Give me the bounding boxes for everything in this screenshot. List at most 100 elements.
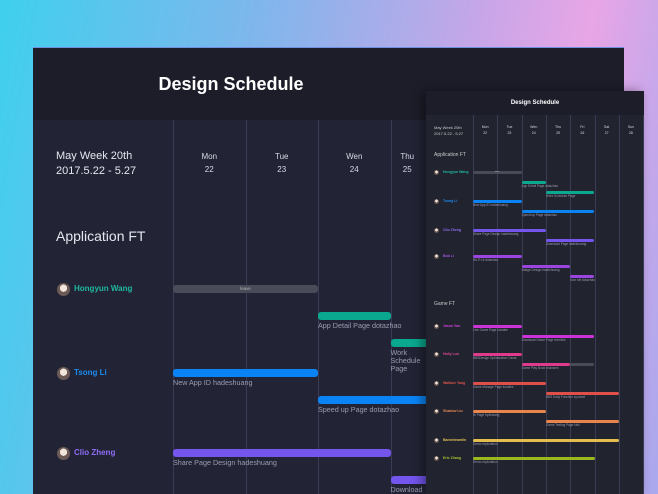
task-bar[interactable] — [545, 190, 595, 194]
day-divider — [318, 120, 319, 494]
avatar — [434, 437, 439, 443]
day-name: Mon — [201, 152, 218, 161]
task-label: App Detail Page dotazhao — [521, 183, 559, 188]
group-title: Application FT — [56, 228, 146, 244]
avatar — [434, 408, 439, 414]
day-number: 25 — [402, 164, 412, 174]
day-header: Fri 26 — [570, 125, 594, 136]
overview-schedule-panel: Design Schedule May Week 20th 2017.5.22 … — [426, 91, 644, 494]
day-divider — [390, 120, 392, 494]
task-bar[interactable] — [173, 369, 318, 377]
person-name[interactable]: Jason Yao — [443, 323, 461, 328]
task-bar[interactable] — [473, 352, 522, 356]
task-bar[interactable] — [473, 438, 619, 442]
day-header: Wen 24 — [318, 151, 391, 177]
task-bar[interactable] — [473, 228, 546, 232]
day-header: Mon 22 — [173, 151, 246, 177]
task-bar[interactable] — [521, 264, 571, 268]
day-number: 26 — [580, 130, 585, 135]
week-range: 2017.5.22 - 5.27 — [56, 165, 137, 177]
day-name: Thu — [555, 125, 562, 129]
task-label: Icon set dotazhao — [570, 277, 595, 282]
person-name[interactable]: Tsong Li — [443, 198, 458, 203]
task-bar[interactable] — [473, 456, 595, 460]
day-header: Mon 22 — [473, 125, 497, 136]
task-bar[interactable]: leave — [473, 170, 522, 174]
day-name: Fri — [580, 125, 585, 129]
task-bar[interactable] — [570, 362, 595, 366]
task-label: BBS Daily Function zyunwei — [545, 394, 586, 399]
person-name[interactable]: Bob Li — [443, 253, 454, 258]
day-header: Sat 27 — [595, 125, 619, 136]
task-bar[interactable] — [521, 180, 546, 184]
task-bar[interactable] — [545, 419, 619, 423]
person-name[interactable]: Clio Zheng — [74, 448, 116, 458]
task-bar[interactable] — [473, 199, 522, 203]
avatar — [434, 455, 439, 461]
task-label: Demo exploration — [473, 459, 498, 464]
day-name: Wen — [346, 152, 363, 161]
task-label: Hi Page hydewang — [473, 412, 500, 417]
person-name[interactable]: Clio Zheng — [443, 227, 462, 232]
avatar — [434, 380, 439, 386]
day-divider — [473, 115, 474, 494]
day-name: Sat — [604, 125, 610, 129]
day-divider — [570, 115, 572, 494]
person-name[interactable]: Banedreamlin — [443, 437, 467, 442]
day-divider — [618, 115, 620, 494]
task-bar[interactable] — [473, 381, 546, 385]
task-label: Download Page hadeshuang — [390, 484, 423, 494]
task-label: Download Page hadeshuang — [545, 241, 587, 246]
week-title: May Week 20th — [56, 150, 133, 162]
day-divider — [521, 115, 523, 494]
task-bar[interactable] — [545, 391, 619, 395]
task-bar[interactable] — [318, 312, 391, 320]
task-label: Speed up Page dotazhao — [521, 212, 558, 217]
person-name[interactable]: Shadow Liu — [443, 408, 463, 413]
overview-week-title: May Week 20th — [434, 125, 462, 130]
task-label: Share Page Design hadeshuang — [473, 231, 519, 236]
task-label: Game Play Book chaowen — [521, 365, 559, 370]
day-divider — [497, 115, 499, 494]
day-header: Tue 23 — [497, 125, 521, 136]
person-name[interactable]: Eric Zhang — [443, 455, 462, 460]
task-label: Work Schedule Page — [390, 347, 421, 374]
overview-week-range: 2017.5.22 - 5.27 — [434, 131, 464, 136]
person-name[interactable]: Wallace Yang — [443, 380, 466, 385]
day-name: Thu — [400, 152, 415, 161]
task-bar[interactable] — [521, 334, 595, 338]
person-name[interactable]: Hongyun Wang — [443, 169, 469, 174]
avatar — [434, 227, 439, 233]
person-name[interactable]: Tsong Li — [74, 368, 107, 378]
day-number: 22 — [204, 164, 214, 174]
day-name: Mon — [481, 125, 489, 129]
task-label: App Detail Page dotazhao — [318, 320, 402, 330]
task-bar[interactable] — [473, 324, 522, 328]
avatar — [57, 446, 70, 460]
task-bar[interactable] — [545, 238, 595, 242]
task-bar[interactable] — [473, 254, 522, 258]
day-divider — [173, 120, 174, 494]
task-label: Badge Design hadeshuang — [521, 267, 560, 272]
day-number: 22 — [483, 130, 488, 135]
day-number: 24 — [531, 130, 536, 135]
day-name: Tue — [275, 152, 289, 161]
overview-title: Design Schedule — [426, 91, 644, 115]
day-name: Sun — [627, 125, 635, 129]
day-number: 24 — [349, 164, 359, 174]
task-label: Live Game Page luizalee — [473, 327, 508, 332]
task-bar[interactable] — [173, 449, 391, 457]
day-number: 25 — [556, 130, 560, 135]
day-name: Tue — [506, 125, 513, 129]
day-divider — [643, 115, 644, 494]
avatar — [434, 253, 439, 259]
task-bar[interactable] — [521, 209, 595, 213]
person-name[interactable]: Holly Luo — [443, 351, 459, 356]
task-bar[interactable]: leave — [173, 285, 318, 293]
task-bar[interactable] — [473, 409, 546, 413]
task-label: Game Manage Page luizalee — [473, 384, 514, 389]
task-bar[interactable] — [521, 362, 571, 366]
task-label: Work Schedule Page — [545, 193, 576, 198]
person-name[interactable]: Hongyun Wang — [74, 284, 133, 294]
task-bar[interactable] — [570, 274, 595, 278]
